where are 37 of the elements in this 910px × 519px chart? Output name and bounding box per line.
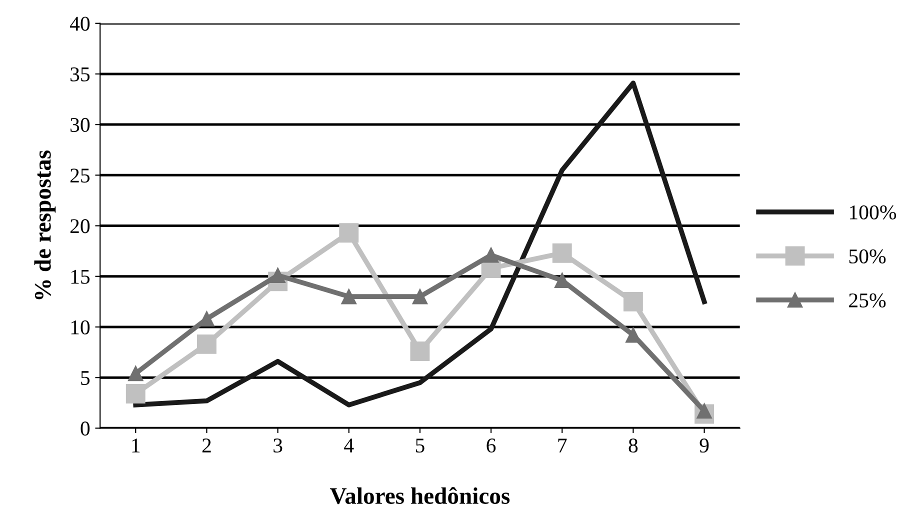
- y-tick-label: 10: [71, 320, 90, 334]
- y-tick-label: 35: [70, 67, 90, 82]
- legend-label: 25%: [849, 293, 886, 308]
- point: [410, 342, 430, 361]
- point: [199, 311, 214, 327]
- point: [339, 223, 359, 243]
- x-tick-label: 5: [416, 438, 424, 453]
- x-tick-label: 6: [486, 438, 496, 453]
- y-tick-label: 40: [70, 16, 90, 31]
- point: [623, 292, 643, 312]
- point: [554, 272, 570, 288]
- x-axis-title: Valores hedônicos: [330, 487, 510, 504]
- point: [197, 334, 216, 354]
- legend-label: 100%: [850, 205, 896, 220]
- y-axis-title: % de respostas: [34, 150, 56, 300]
- y-tick-label: 25: [70, 168, 90, 183]
- x-tick-label: 2: [202, 438, 211, 452]
- point: [128, 366, 144, 382]
- point: [552, 243, 572, 263]
- x-tick-label: 7: [558, 438, 567, 452]
- y-tick-label: 5: [81, 371, 90, 386]
- line-series: [133, 80, 707, 408]
- x-tick-label: 8: [628, 438, 638, 453]
- x-tick-label: 3: [274, 438, 282, 453]
- point: [626, 327, 641, 343]
- point: [341, 288, 357, 304]
- y-tick-label: 0: [80, 422, 90, 436]
- point: [483, 247, 499, 263]
- legend-label: 50%: [849, 249, 886, 264]
- point: [412, 288, 428, 304]
- y-tick-label: 30: [70, 118, 90, 132]
- x-tick-label: 9: [700, 438, 709, 453]
- y-tick-label: 15: [71, 270, 90, 284]
- x-tick-label: 4: [344, 438, 354, 452]
- y-tick-label: 20: [70, 219, 90, 234]
- point: [126, 384, 146, 404]
- x-tick-label: 1: [132, 438, 140, 452]
